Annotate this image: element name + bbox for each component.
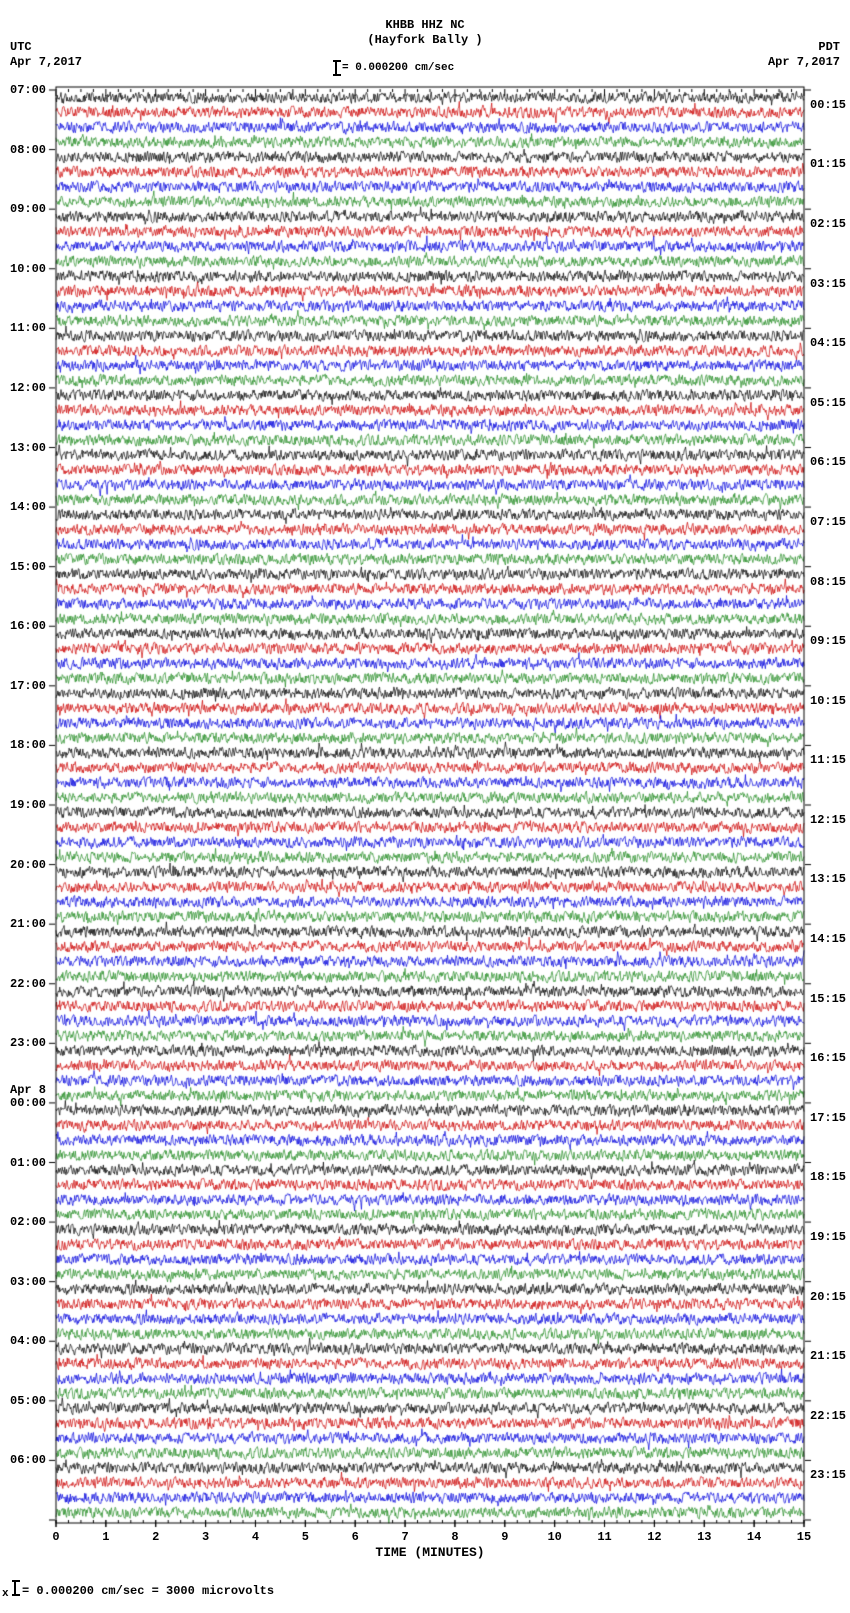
left-hour-label: 08:00 [10,143,46,157]
left-hour-label: 00:00 [10,1096,46,1110]
right-hour-label: 18:15 [810,1170,846,1184]
x-tick: 6 [352,1530,359,1544]
right-hour-label: 04:15 [810,336,846,350]
right-hour-label: 15:15 [810,992,846,1006]
seismogram-plot: { "plot": { "type": "seismogram", "width… [0,0,850,1613]
left-hour-label: 14:00 [10,500,46,514]
left-hour-label: 13:00 [10,441,46,455]
x-tick: 5 [302,1530,309,1544]
right-hour-label: 00:15 [810,98,846,112]
x-tick: 7 [401,1530,408,1544]
left-hour-label: 16:00 [10,619,46,633]
right-hour-label: 16:15 [810,1051,846,1065]
right-hour-label: 20:15 [810,1290,846,1304]
left-hour-label: 12:00 [10,381,46,395]
right-hour-label: 03:15 [810,277,846,291]
seismogram-canvas [0,0,850,1613]
x-tick: 10 [547,1530,561,1544]
x-tick: 13 [697,1530,711,1544]
left-hour-label: 06:00 [10,1453,46,1467]
left-hour-label: 18:00 [10,738,46,752]
left-hour-label: 02:00 [10,1215,46,1229]
left-hour-label: 05:00 [10,1394,46,1408]
right-hour-label: 19:15 [810,1230,846,1244]
left-hour-label: 04:00 [10,1334,46,1348]
x-tick: 4 [252,1530,259,1544]
footer-text: = 0.000200 cm/sec = 3000 microvolts [22,1584,274,1598]
left-hour-label: 20:00 [10,858,46,872]
left-hour-label: 22:00 [10,977,46,991]
right-hour-label: 01:15 [810,157,846,171]
x-tick: 14 [747,1530,761,1544]
x-axis-label: TIME (MINUTES) [375,1545,484,1560]
footer-prefix: x [2,1588,9,1600]
x-tick: 9 [501,1530,508,1544]
left-hour-label: 19:00 [10,798,46,812]
x-tick: 15 [797,1530,811,1544]
right-hour-label: 17:15 [810,1111,846,1125]
right-hour-label: 07:15 [810,515,846,529]
x-tick: 2 [152,1530,159,1544]
right-hour-label: 10:15 [810,694,846,708]
right-hour-label: 21:15 [810,1349,846,1363]
x-tick: 0 [52,1530,59,1544]
x-tick: 11 [597,1530,611,1544]
footer-scale-bar-icon [14,1580,16,1596]
left-hour-label: 21:00 [10,917,46,931]
right-hour-label: 06:15 [810,455,846,469]
right-hour-label: 13:15 [810,872,846,886]
left-hour-label: 11:00 [10,321,46,335]
left-hour-label: 15:00 [10,560,46,574]
left-day-change: Apr 8 [10,1083,46,1097]
left-hour-label: 03:00 [10,1275,46,1289]
right-hour-label: 02:15 [810,217,846,231]
right-hour-label: 08:15 [810,575,846,589]
left-hour-label: 17:00 [10,679,46,693]
left-hour-label: 07:00 [10,83,46,97]
x-tick: 12 [647,1530,661,1544]
x-tick: 3 [202,1530,209,1544]
x-tick: 1 [102,1530,109,1544]
left-hour-label: 01:00 [10,1156,46,1170]
left-hour-label: 23:00 [10,1036,46,1050]
right-hour-label: 23:15 [810,1468,846,1482]
right-hour-label: 11:15 [810,753,846,767]
right-hour-label: 14:15 [810,932,846,946]
left-hour-label: 09:00 [10,202,46,216]
right-hour-label: 09:15 [810,634,846,648]
right-hour-label: 22:15 [810,1409,846,1423]
left-hour-label: 10:00 [10,262,46,276]
x-tick: 8 [451,1530,458,1544]
right-hour-label: 05:15 [810,396,846,410]
right-hour-label: 12:15 [810,813,846,827]
